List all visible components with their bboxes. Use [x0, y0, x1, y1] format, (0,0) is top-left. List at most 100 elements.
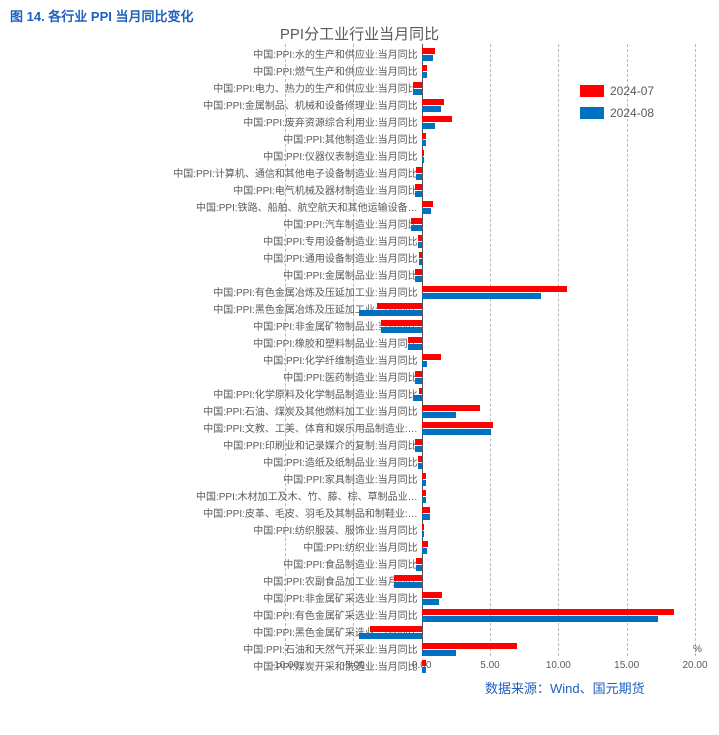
category-label: 中国:PPI:化学原料及化学制品制造业:当月同比: [10, 391, 418, 401]
bar: [416, 565, 421, 571]
bar: [415, 276, 422, 282]
bar: [419, 388, 422, 394]
category-label: 中国:PPI:纺织服装、服饰业:当月同比: [10, 527, 418, 537]
bar: [422, 150, 425, 156]
bar: [415, 378, 422, 384]
bar: [422, 106, 441, 112]
data-source: 数据来源：Wind、国元期货: [485, 678, 645, 697]
legend-label: 2024-08: [610, 106, 654, 120]
category-label: 中国:PPI:黑色金属冶炼及压延加工业:当月同比: [10, 306, 418, 316]
bar: [422, 514, 430, 520]
category-label: 中国:PPI:造纸及纸制品业:当月同比: [10, 459, 418, 469]
bar: [415, 371, 422, 377]
bar: [419, 259, 422, 265]
bar: [418, 456, 422, 462]
bar: [422, 361, 427, 367]
bar: [419, 252, 422, 258]
bar: [422, 48, 436, 54]
category-label: 中国:PPI:农副食品加工业:当月同比: [10, 578, 418, 588]
bar: [422, 65, 427, 71]
bar: [422, 286, 567, 292]
x-axis-tick: 10.00: [546, 660, 571, 671]
category-label: 中国:PPI:医药制造业:当月同比: [10, 374, 418, 384]
gridline: [627, 44, 628, 656]
bar: [422, 599, 440, 605]
category-label: 中国:PPI:通用设备制造业:当月同比: [10, 255, 418, 265]
category-label: 中国:PPI:金属制品、机械和设备修理业:当月同比: [10, 102, 418, 112]
category-label: 中国:PPI:家具制造业:当月同比: [10, 476, 418, 486]
bar: [422, 405, 481, 411]
legend-item: 2024-08: [580, 106, 654, 120]
bar: [422, 72, 427, 78]
category-label: 中国:PPI:仪器仪表制造业:当月同比: [10, 153, 418, 163]
legend-swatch: [580, 85, 604, 97]
legend-swatch: [580, 107, 604, 119]
bar: [422, 548, 427, 554]
bar: [422, 609, 675, 615]
bar: [422, 480, 426, 486]
category-label: 中国:PPI:木材加工及木、竹、藤、棕、草制品业…: [10, 493, 418, 503]
bar: [422, 592, 443, 598]
bar: [422, 650, 456, 656]
category-label: 中国:PPI:电气机械及器材制造业:当月同比: [10, 187, 418, 197]
category-label: 中国:PPI:其他制造业:当月同比: [10, 136, 418, 146]
category-label: 中国:PPI:石油、煤炭及其他燃料加工业:当月同比: [10, 408, 418, 418]
category-label: 中国:PPI:非金属矿物制品业:当月同比: [10, 323, 418, 333]
bar: [418, 235, 422, 241]
x-axis-tick: 15.00: [614, 660, 639, 671]
bar: [422, 354, 441, 360]
bar: [422, 429, 492, 435]
category-label: 中国:PPI:纺织业:当月同比: [10, 544, 418, 554]
bar: [377, 303, 422, 309]
bar: [411, 218, 422, 224]
chart-area: -10.00-5.000.005.0010.0015.0020.00中国:PPI…: [10, 44, 709, 706]
bar: [422, 490, 426, 496]
bar: [422, 123, 436, 129]
bar: [411, 225, 422, 231]
category-label: 中国:PPI:铁路、船舶、航空航天和其他运输设备…: [10, 204, 418, 214]
bar: [413, 89, 421, 95]
figure-caption: 图 14. 各行业 PPI 当月同比变化: [0, 0, 719, 25]
legend-label: 2024-07: [610, 84, 654, 98]
bar: [422, 412, 456, 418]
category-label: 中国:PPI:黑色金属矿采选业:当月同比: [10, 629, 418, 639]
category-label: 中国:PPI:电力、热力的生产和供应业:当月同比: [10, 85, 418, 95]
bar: [413, 82, 421, 88]
category-label: 中国:PPI:煤炭开采和洗选业:当月同比: [10, 663, 418, 673]
category-label: 中国:PPI:有色金属冶炼及压延加工业:当月同比: [10, 289, 418, 299]
category-label: 中国:PPI:皮革、毛皮、羽毛及其制品和制鞋业:…: [10, 510, 418, 520]
bar: [381, 320, 422, 326]
category-label: 中国:PPI:计算机、通信和其他电子设备制造业:当月同比: [10, 170, 418, 180]
bar: [413, 395, 421, 401]
bar: [381, 327, 422, 333]
bar: [370, 626, 422, 632]
x-axis-tick: 20.00: [682, 660, 707, 671]
bar: [418, 242, 422, 248]
bar: [359, 633, 422, 639]
legend-item: 2024-07: [580, 84, 654, 98]
bar: [422, 473, 426, 479]
legend: 2024-07 2024-08: [580, 84, 654, 128]
bar: [394, 575, 421, 581]
bar: [415, 191, 422, 197]
category-label: 中国:PPI:金属制品业:当月同比: [10, 272, 418, 282]
category-label: 中国:PPI:燃气生产和供应业:当月同比: [10, 68, 418, 78]
bar: [359, 310, 422, 316]
bar: [422, 133, 426, 139]
category-label: 中国:PPI:化学纤维制造业:当月同比: [10, 357, 418, 367]
category-label: 中国:PPI:专用设备制造业:当月同比: [10, 238, 418, 248]
category-label: 中国:PPI:文教、工美、体育和娱乐用品制造业:…: [10, 425, 418, 435]
category-label: 中国:PPI:印刷业和记录媒介的复制:当月同比: [10, 442, 418, 452]
bar: [422, 293, 541, 299]
bar: [422, 422, 493, 428]
chart-title: PPI分工业行业当月同比: [0, 23, 719, 44]
bar: [422, 643, 518, 649]
bar: [408, 344, 422, 350]
bar: [422, 201, 433, 207]
bar: [408, 337, 422, 343]
gridline: [490, 44, 491, 656]
bar: [416, 174, 421, 180]
category-label: 中国:PPI:有色金属矿采选业:当月同比: [10, 612, 418, 622]
bar: [422, 667, 426, 673]
bar: [416, 167, 421, 173]
